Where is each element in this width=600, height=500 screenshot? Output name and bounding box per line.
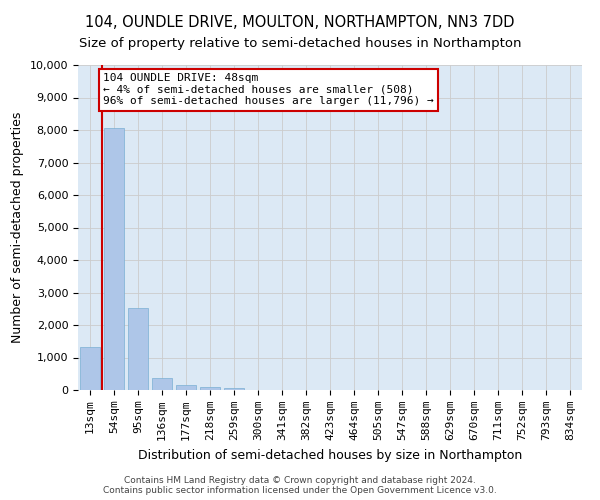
Bar — [152, 378, 172, 390]
X-axis label: Distribution of semi-detached houses by size in Northampton: Distribution of semi-detached houses by … — [138, 448, 522, 462]
Bar — [176, 386, 196, 390]
Y-axis label: Number of semi-detached properties: Number of semi-detached properties — [11, 112, 24, 343]
Text: Size of property relative to semi-detached houses in Northampton: Size of property relative to semi-detach… — [79, 38, 521, 51]
Bar — [200, 387, 220, 390]
Text: 104 OUNDLE DRIVE: 48sqm
← 4% of semi-detached houses are smaller (508)
96% of se: 104 OUNDLE DRIVE: 48sqm ← 4% of semi-det… — [103, 73, 434, 106]
Bar — [224, 388, 244, 390]
Text: Contains HM Land Registry data © Crown copyright and database right 2024.
Contai: Contains HM Land Registry data © Crown c… — [103, 476, 497, 495]
Bar — [104, 128, 124, 390]
Bar — [128, 308, 148, 390]
Bar — [80, 347, 100, 390]
Text: 104, OUNDLE DRIVE, MOULTON, NORTHAMPTON, NN3 7DD: 104, OUNDLE DRIVE, MOULTON, NORTHAMPTON,… — [85, 15, 515, 30]
